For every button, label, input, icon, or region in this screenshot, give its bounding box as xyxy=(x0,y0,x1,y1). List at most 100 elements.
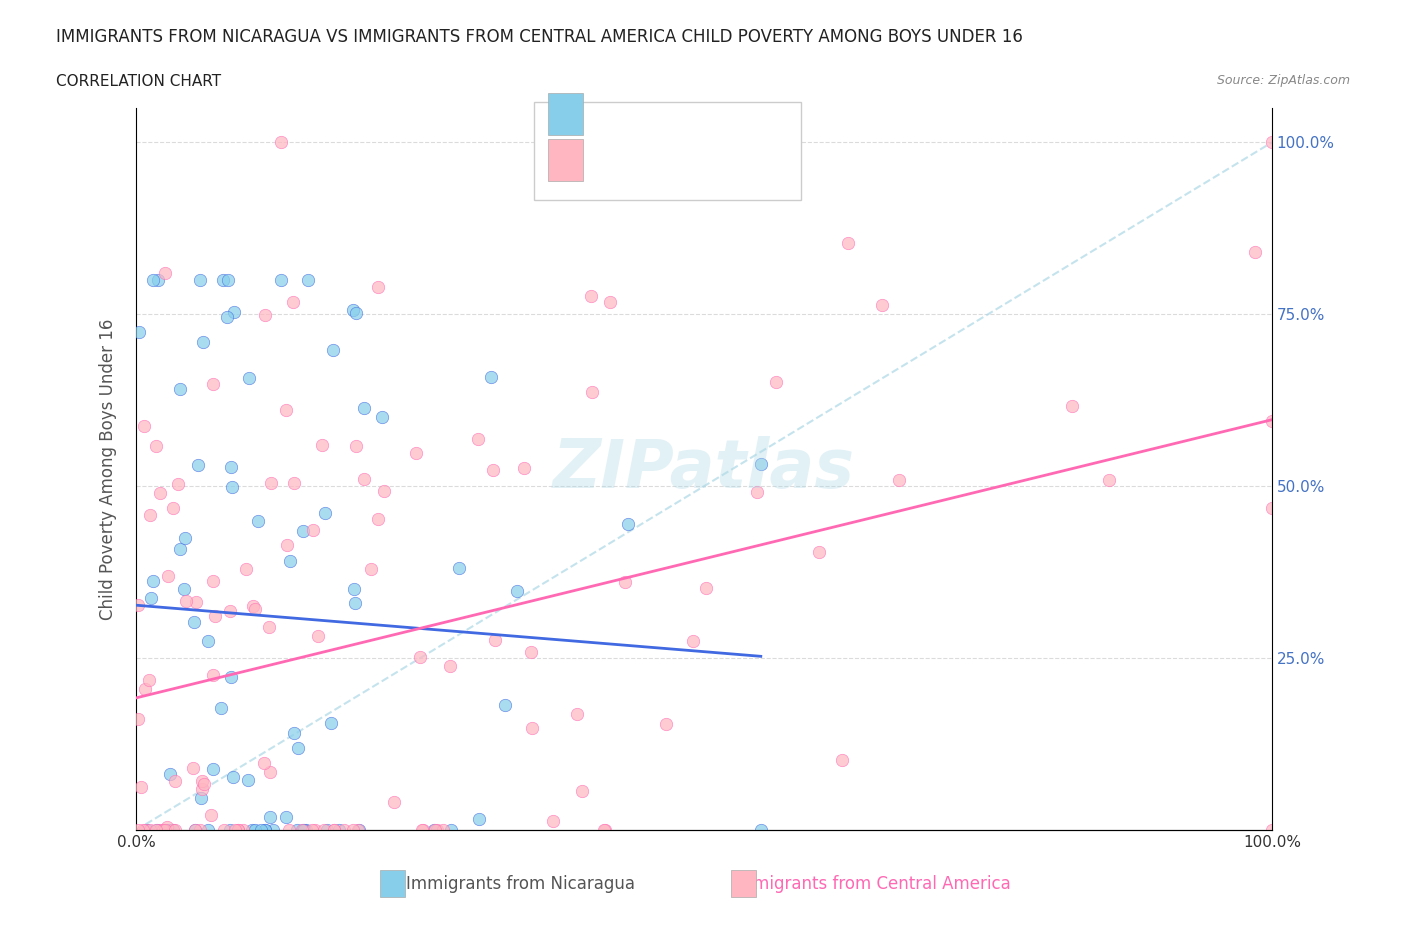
Immigrants from Central America xyxy=(808,544,831,559)
Immigrants from Nicaragua xyxy=(287,741,309,756)
Immigrants from Nicaragua xyxy=(146,272,169,287)
Immigrants from Nicaragua xyxy=(221,480,243,495)
Immigrants from Central America xyxy=(1261,823,1284,838)
Immigrants from Central America xyxy=(1261,135,1284,150)
Immigrants from Central America xyxy=(145,823,167,838)
Immigrants from Central America xyxy=(190,781,212,796)
Text: Immigrants from Central America: Immigrants from Central America xyxy=(733,875,1011,893)
Immigrants from Central America xyxy=(176,593,198,608)
Immigrants from Central America xyxy=(593,823,616,838)
Immigrants from Central America xyxy=(153,266,176,281)
Immigrants from Central America xyxy=(253,755,276,770)
Text: Immigrants from Nicaragua: Immigrants from Nicaragua xyxy=(406,875,634,893)
Immigrants from Central America xyxy=(193,777,215,791)
Immigrants from Central America xyxy=(304,823,326,838)
Immigrants from Central America xyxy=(201,376,224,391)
Immigrants from Central America xyxy=(218,604,240,618)
Immigrants from Central America xyxy=(889,472,911,487)
Immigrants from Nicaragua xyxy=(187,458,209,472)
Immigrants from Central America xyxy=(145,439,167,454)
Immigrants from Central America xyxy=(870,298,893,312)
Immigrants from Central America xyxy=(270,135,292,150)
Text: 117: 117 xyxy=(756,167,794,185)
Immigrants from Nicaragua xyxy=(128,325,150,339)
Immigrants from Central America xyxy=(655,716,678,731)
Immigrants from Central America xyxy=(156,568,179,583)
Text: 0.699: 0.699 xyxy=(654,167,710,185)
Immigrants from Nicaragua xyxy=(328,823,350,838)
Immigrants from Central America xyxy=(204,609,226,624)
Immigrants from Central America xyxy=(831,752,853,767)
Immigrants from Central America xyxy=(129,779,152,794)
Immigrants from Nicaragua xyxy=(479,369,502,384)
Immigrants from Central America xyxy=(837,235,859,250)
Immigrants from Central America xyxy=(301,823,323,838)
Immigrants from Central America xyxy=(314,823,336,838)
Immigrants from Nicaragua xyxy=(371,410,394,425)
Immigrants from Central America xyxy=(127,711,149,726)
Text: R =: R = xyxy=(605,121,644,139)
Immigrants from Nicaragua xyxy=(347,823,370,838)
Immigrants from Central America xyxy=(201,668,224,683)
Immigrants from Nicaragua xyxy=(254,823,277,838)
Text: N =: N = xyxy=(717,167,756,185)
Immigrants from Central America xyxy=(214,823,236,838)
Immigrants from Central America xyxy=(323,823,346,838)
Immigrants from Central America xyxy=(765,374,787,389)
Immigrants from Central America xyxy=(127,823,149,838)
Immigrants from Nicaragua xyxy=(314,505,336,520)
Immigrants from Central America xyxy=(181,761,204,776)
Immigrants from Central America xyxy=(148,485,170,500)
Immigrants from Central America xyxy=(224,823,246,838)
Immigrants from Nicaragua xyxy=(316,823,339,838)
Immigrants from Central America xyxy=(332,823,354,838)
Immigrants from Central America xyxy=(614,575,637,590)
Immigrants from Central America xyxy=(311,437,333,452)
Immigrants from Central America xyxy=(276,403,298,418)
Immigrants from Central America xyxy=(149,823,172,838)
Immigrants from Central America xyxy=(520,721,543,736)
Immigrants from Nicaragua xyxy=(236,773,259,788)
Immigrants from Central America xyxy=(323,823,346,838)
Text: ZIPatlas: ZIPatlas xyxy=(553,436,855,502)
Immigrants from Central America xyxy=(745,485,768,499)
Immigrants from Central America xyxy=(257,619,280,634)
Immigrants from Nicaragua xyxy=(749,823,772,838)
Text: 76: 76 xyxy=(756,121,782,139)
Immigrants from Central America xyxy=(281,295,304,310)
Immigrants from Nicaragua xyxy=(259,810,281,825)
Text: Source: ZipAtlas.com: Source: ZipAtlas.com xyxy=(1216,74,1350,87)
Immigrants from Central America xyxy=(163,823,186,838)
Immigrants from Central America xyxy=(162,823,184,838)
Immigrants from Nicaragua xyxy=(162,823,184,838)
Immigrants from Central America xyxy=(1098,472,1121,487)
Immigrants from Nicaragua xyxy=(319,715,342,730)
Immigrants from Central America xyxy=(1261,500,1284,515)
Immigrants from Nicaragua xyxy=(211,272,233,287)
Immigrants from Central America xyxy=(259,764,281,779)
Immigrants from Nicaragua xyxy=(142,573,165,588)
Immigrants from Nicaragua xyxy=(292,823,315,838)
Immigrants from Nicaragua xyxy=(224,305,246,320)
Immigrants from Nicaragua xyxy=(423,823,446,838)
Immigrants from Central America xyxy=(165,774,187,789)
Immigrants from Central America xyxy=(432,823,454,838)
Immigrants from Central America xyxy=(599,294,621,309)
Immigrants from Central America xyxy=(353,472,375,487)
Immigrants from Nicaragua xyxy=(219,460,242,475)
Immigrants from Nicaragua xyxy=(173,582,195,597)
Immigrants from Central America xyxy=(232,823,254,838)
Immigrants from Central America xyxy=(139,823,162,838)
Immigrants from Central America xyxy=(423,823,446,838)
Immigrants from Nicaragua xyxy=(240,823,263,838)
Immigrants from Nicaragua xyxy=(278,553,301,568)
Immigrants from Nicaragua xyxy=(285,823,308,838)
Immigrants from Central America xyxy=(384,794,406,809)
Immigrants from Central America xyxy=(484,632,506,647)
Immigrants from Central America xyxy=(411,823,433,838)
Immigrants from Nicaragua xyxy=(191,335,214,350)
Immigrants from Central America xyxy=(571,783,593,798)
Immigrants from Nicaragua xyxy=(197,823,219,838)
Immigrants from Central America xyxy=(186,595,208,610)
Immigrants from Nicaragua xyxy=(243,823,266,838)
